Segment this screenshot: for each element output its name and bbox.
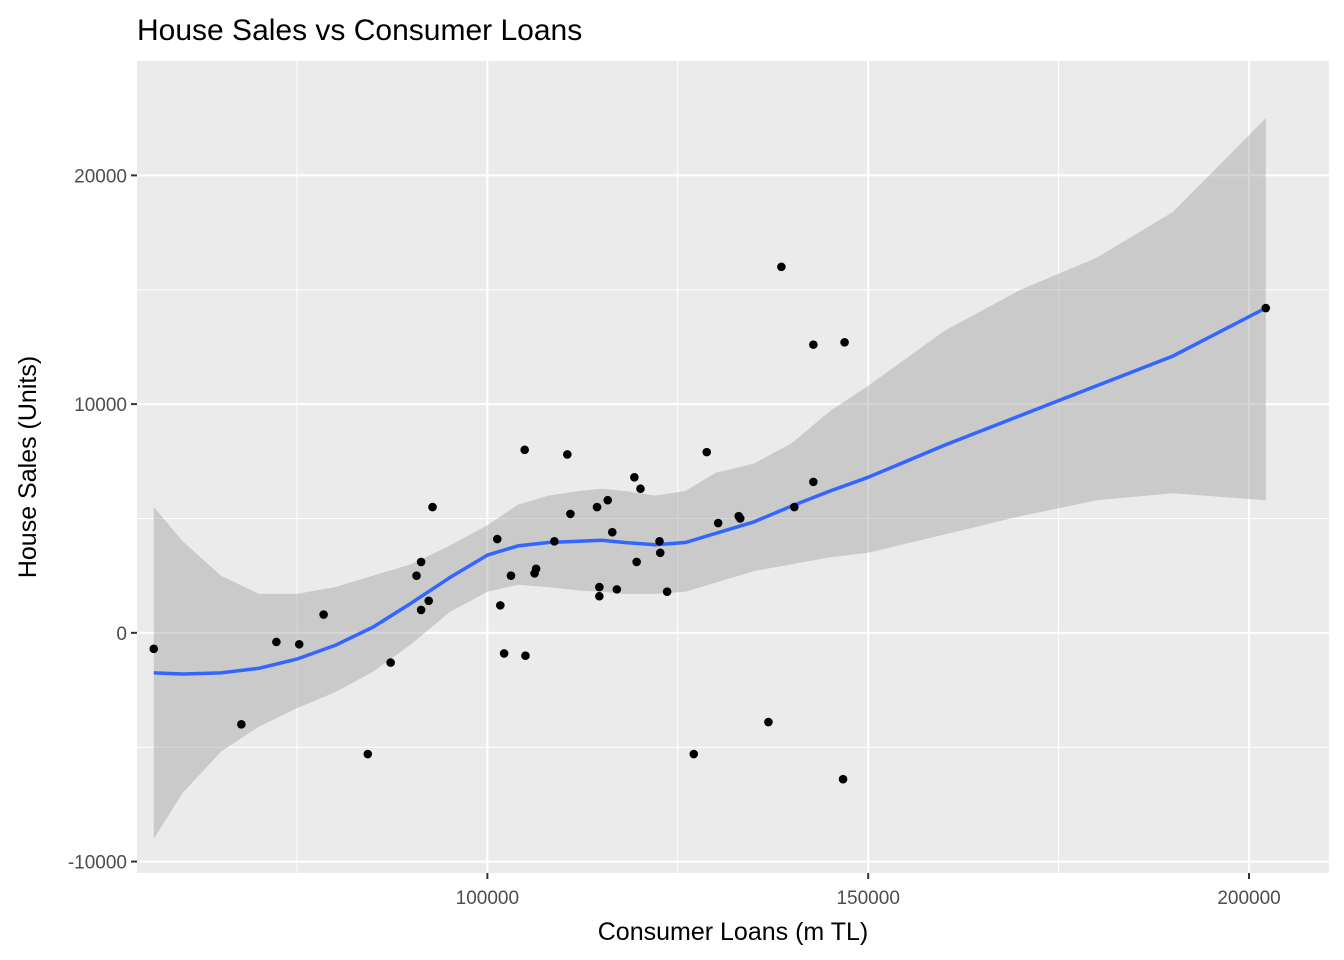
data-point — [592, 502, 602, 512]
data-point — [809, 340, 818, 349]
x-tick-label: 100000 — [456, 888, 519, 909]
data-point — [428, 502, 437, 512]
data-point — [630, 472, 639, 482]
data-point — [689, 749, 699, 759]
points-layer — [149, 262, 1271, 784]
y-tick-label: 20000 — [74, 166, 127, 187]
data-point — [412, 571, 421, 580]
data-point — [764, 717, 773, 727]
data-point — [662, 587, 672, 596]
data-point — [386, 658, 395, 667]
data-point — [607, 527, 617, 537]
grid-major — [137, 61, 1329, 873]
data-point — [655, 548, 665, 558]
data-point — [363, 749, 373, 759]
x-tick-label: 200000 — [1217, 888, 1280, 909]
plot-panel — [137, 61, 1329, 873]
data-point — [237, 720, 246, 729]
data-point — [595, 591, 604, 601]
data-point — [713, 518, 723, 528]
data-point — [424, 596, 434, 606]
data-point — [636, 484, 645, 494]
data-point — [550, 537, 559, 546]
data-point — [603, 495, 613, 505]
data-point — [566, 509, 575, 519]
data-point — [499, 649, 509, 658]
data-point — [735, 514, 745, 523]
smooth-line — [153, 306, 1267, 676]
data-point — [840, 338, 849, 347]
data-point — [149, 644, 159, 654]
data-point — [492, 534, 502, 544]
y-tick-label: 0 — [116, 624, 127, 645]
data-point — [294, 639, 304, 649]
data-point — [416, 557, 426, 567]
y-tick-label: 10000 — [74, 395, 127, 416]
data-point — [319, 610, 328, 619]
data-point — [521, 651, 530, 661]
x-axis-label: Consumer Loans (m TL) — [598, 918, 868, 946]
y-axis-ticks: -10000 0 10000 20000 — [68, 166, 137, 874]
data-point — [595, 582, 604, 592]
grid-minor — [137, 61, 1329, 873]
data-point — [520, 445, 529, 455]
data-point — [531, 564, 541, 574]
y-tick-label: -10000 — [68, 853, 127, 874]
data-point — [563, 450, 572, 459]
data-point — [777, 262, 786, 272]
data-point — [702, 447, 712, 457]
data-point — [612, 585, 622, 594]
confidence-ribbon — [153, 118, 1266, 839]
data-point — [632, 557, 641, 567]
data-point — [655, 537, 664, 546]
x-axis-ticks: 100000 150000 200000 — [456, 873, 1281, 909]
data-point — [1261, 303, 1271, 313]
data-point — [809, 477, 818, 487]
chart-title: House Sales vs Consumer Loans — [137, 14, 582, 47]
y-axis-label: House Sales (Units) — [14, 356, 42, 578]
x-tick-label: 150000 — [836, 888, 899, 909]
data-point — [416, 605, 426, 615]
data-point — [506, 571, 516, 580]
data-point — [838, 774, 848, 784]
data-point — [272, 637, 281, 647]
data-point — [790, 502, 799, 512]
data-point — [496, 601, 505, 610]
